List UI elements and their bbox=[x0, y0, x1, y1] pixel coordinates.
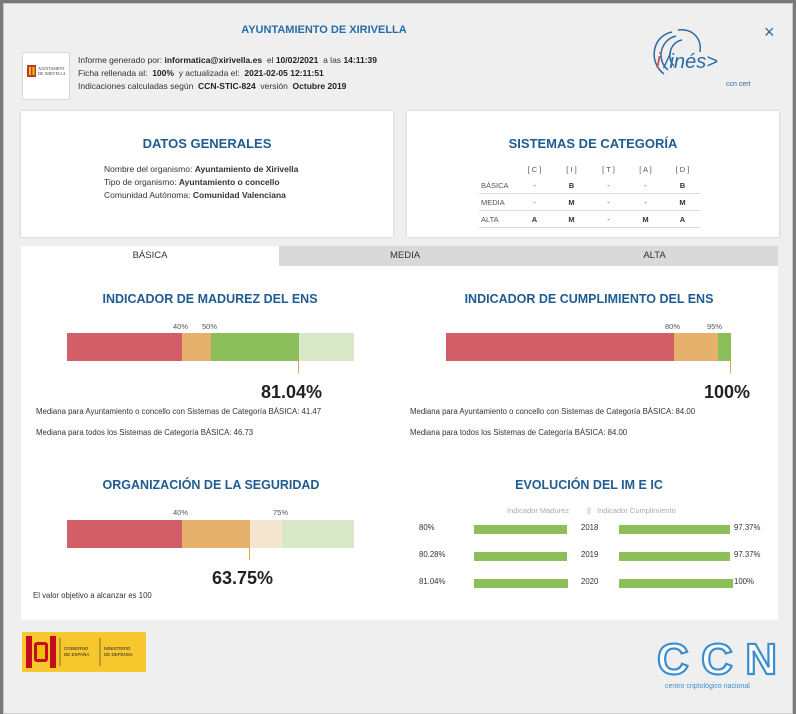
organizacion-tick-40: 40% bbox=[173, 508, 189, 517]
svg-text:DE DEFENSA: DE DEFENSA bbox=[104, 652, 133, 657]
category-tabs: BÁSICA MEDIA ALTA bbox=[21, 246, 778, 266]
evolucion-ic-value: 97.37% bbox=[734, 523, 761, 532]
svg-text:GOBIERNO: GOBIERNO bbox=[64, 646, 89, 651]
madurez-median-1: Mediana para Ayuntamiento o concello con… bbox=[36, 407, 322, 416]
evolucion-im-value: 81.04% bbox=[419, 577, 446, 586]
sistemas-categoria-title: SISTEMAS DE CATEGORÍA bbox=[508, 136, 678, 151]
evolucion-im-value: 80% bbox=[419, 523, 435, 532]
madurez-title: INDICADOR DE MADUREZ DEL ENS bbox=[102, 292, 318, 306]
evolucion-year: 2018 bbox=[581, 523, 599, 532]
evolucion-title: EVOLUCIÓN DEL IM E IC bbox=[515, 478, 663, 492]
org-type-row: Tipo de organismo: Ayuntamiento o concel… bbox=[104, 177, 280, 187]
svg-text:/inés>: /inés> bbox=[662, 51, 718, 73]
madurez-gauge bbox=[67, 333, 354, 361]
tab-basica[interactable]: BÁSICA bbox=[21, 246, 279, 266]
gauge-segment-value bbox=[718, 333, 731, 361]
gauge-segment-rest bbox=[299, 333, 354, 361]
gauge-segment-low bbox=[67, 520, 182, 548]
page-title: AYUNTAMIENTO DE XIRIVELLA bbox=[241, 24, 407, 36]
svg-text:i: i bbox=[656, 48, 662, 73]
organizacion-value: 63.75% bbox=[212, 568, 274, 588]
madurez-value: 81.04% bbox=[261, 382, 323, 402]
svg-text:MINISTERIO: MINISTERIO bbox=[104, 646, 131, 651]
report-info-line-2: Ficha rellenada al: 100% y actualizada e… bbox=[78, 68, 324, 78]
evolucion-im-bar bbox=[474, 579, 568, 588]
gauge-segment-low bbox=[67, 333, 182, 361]
table-row: BÁSICA - B - - B bbox=[479, 177, 701, 194]
evolucion-legend-im: Indicador Madurez bbox=[507, 506, 570, 515]
svg-text:centro criptológico nacional: centro criptológico nacional bbox=[665, 683, 750, 690]
organizacion-gauge bbox=[67, 520, 354, 548]
tab-panel-basica: INDICADOR DE MADUREZ DEL ENS 40% 50% 81.… bbox=[21, 266, 778, 620]
madurez-tick-50: 50% bbox=[202, 322, 218, 331]
gauge-segment-mid bbox=[250, 520, 282, 548]
sistemas-table: [ C ] [ I ] [ T ] [ A ] [ D ] BÁSICA - B… bbox=[479, 161, 701, 228]
report-info-line-3: Indicaciones calculadas según CCN-STIC-8… bbox=[78, 81, 347, 91]
table-row: MEDIA - M - - M bbox=[479, 193, 701, 211]
cumplimiento-title: INDICADOR DE CUMPLIMIENTO DEL ENS bbox=[464, 292, 714, 306]
evolucion-ic-value: 97.37% bbox=[734, 550, 761, 559]
gauge-segment-mid bbox=[182, 333, 211, 361]
evolucion-im-bar bbox=[474, 525, 567, 534]
cumplimiento-marker bbox=[730, 361, 731, 373]
org-name-row: Nombre del organismo: Ayuntamiento de Xi… bbox=[104, 164, 299, 174]
ccn-logo: CCN centro criptológico nacional bbox=[655, 634, 779, 690]
cumplimiento-value: 100% bbox=[704, 382, 751, 402]
cumplimiento-median-1: Mediana para Ayuntamiento o concello con… bbox=[410, 407, 696, 416]
svg-text:DE ESPAÑA: DE ESPAÑA bbox=[64, 651, 89, 657]
evolucion-legend-ic: Indicador Cumplimiento bbox=[597, 506, 676, 515]
cumplimiento-gauge bbox=[446, 333, 731, 361]
col-header: [ D ] bbox=[675, 164, 690, 174]
madurez-tick-40: 40% bbox=[173, 322, 189, 331]
evolucion-year: 2020 bbox=[581, 577, 599, 586]
evolucion-im-value: 80.28% bbox=[419, 550, 446, 559]
col-header: [ C ] bbox=[527, 164, 542, 174]
evolucion-im-bar bbox=[474, 552, 567, 561]
cumplimiento-median-2: Mediana para todos los Sistemas de Categ… bbox=[410, 428, 628, 437]
cumplimiento-tick-95: 95% bbox=[707, 322, 723, 331]
organizacion-title: ORGANIZACIÓN DE LA SEGURIDAD bbox=[102, 478, 320, 492]
cumplimiento-tick-80: 80% bbox=[665, 322, 681, 331]
evolucion-year: 2019 bbox=[581, 550, 599, 559]
ayuntamiento-logo: AJUNTAMENT DE XIRIVELLA bbox=[22, 52, 70, 100]
madurez-median-2: Mediana para todos los Sistemas de Categ… bbox=[36, 428, 254, 437]
ines-logo: i /inés> ccn cert bbox=[642, 22, 762, 92]
close-icon[interactable]: × bbox=[764, 22, 775, 42]
gauge-segment-value bbox=[182, 520, 250, 548]
gauge-segment-value bbox=[211, 333, 299, 361]
tab-media[interactable]: MEDIA bbox=[389, 250, 421, 261]
svg-text:CCN: CCN bbox=[657, 635, 777, 684]
report-info-line-1: Informe generado por: informatica@xirive… bbox=[78, 55, 377, 65]
gauge-segment-low bbox=[446, 333, 674, 361]
svg-text:DE XIRIVELLA: DE XIRIVELLA bbox=[38, 71, 66, 76]
gauge-segment-mid bbox=[674, 333, 718, 361]
table-row: ALTA A M - M A bbox=[479, 210, 701, 228]
organizacion-objetivo: El valor objetivo a alcanzar es 100 bbox=[33, 591, 152, 600]
sistemas-categoria-card: SISTEMAS DE CATEGORÍA [ C ] [ I ] [ T ] … bbox=[407, 111, 779, 237]
organizacion-tick-75: 75% bbox=[273, 508, 289, 517]
evolucion-ic-bar bbox=[619, 579, 733, 588]
evolucion-ic-bar bbox=[619, 552, 730, 561]
datos-generales-card: DATOS GENERALES Nombre del organismo: Ay… bbox=[21, 111, 393, 237]
evolucion-ic-value: 100% bbox=[734, 577, 754, 586]
report-modal: AYUNTAMIENTO DE XIRIVELLA × AJUNTAMENT D… bbox=[3, 3, 793, 714]
gobierno-espana-logo: GOBIERNO DE ESPAÑA MINISTERIO DE DEFENSA bbox=[22, 632, 146, 672]
col-header: [ A ] bbox=[639, 164, 652, 174]
organizacion-marker bbox=[249, 548, 250, 560]
gauge-segment-rest bbox=[282, 520, 354, 548]
evolucion-legend-sep: || bbox=[587, 506, 591, 515]
datos-generales-title: DATOS GENERALES bbox=[142, 136, 272, 151]
col-header: [ I ] bbox=[566, 164, 577, 174]
madurez-marker bbox=[298, 361, 299, 373]
org-ca-row: Comunidad Autónoma: Comunidad Valenciana bbox=[104, 190, 286, 200]
svg-text:ccn cert: ccn cert bbox=[726, 81, 751, 88]
svg-text:AJUNTAMENT: AJUNTAMENT bbox=[38, 66, 65, 71]
tab-alta[interactable]: ALTA bbox=[643, 250, 666, 261]
evolucion-ic-bar bbox=[619, 525, 730, 534]
datos-generales-list: Nombre del organismo: Ayuntamiento de Xi… bbox=[104, 163, 298, 202]
col-header: [ T ] bbox=[602, 164, 615, 174]
